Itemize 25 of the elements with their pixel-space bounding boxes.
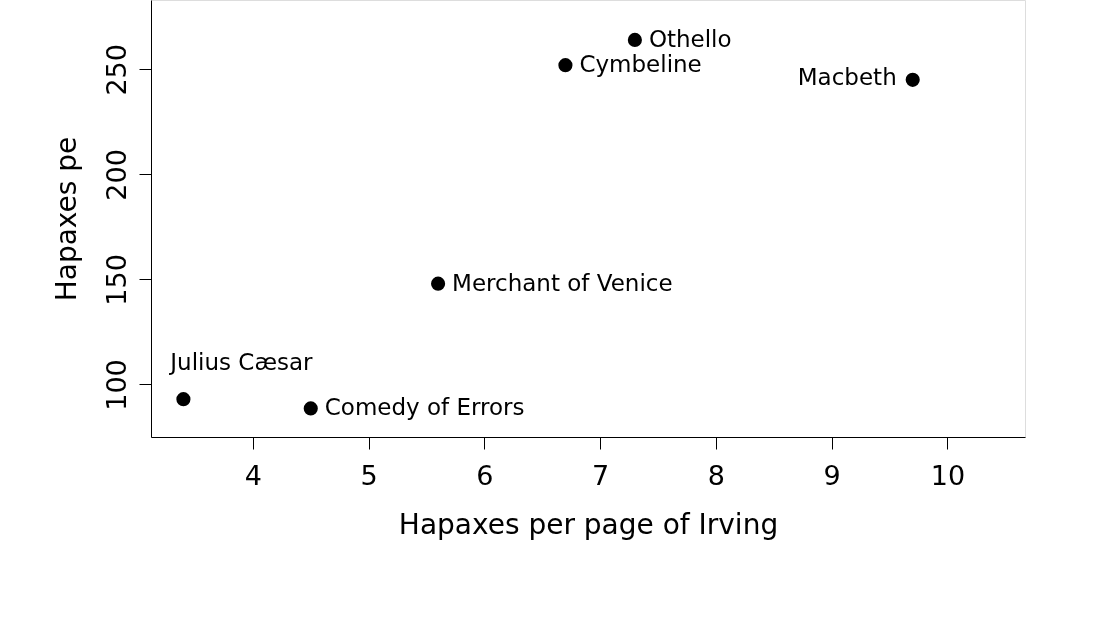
x-tick-label: 6 <box>476 459 494 491</box>
y-axis-title: Hapaxes pe <box>49 136 83 302</box>
annotation: Comedy of Errors <box>324 394 525 421</box>
x-tick-label: 9 <box>823 459 841 491</box>
annotation: Othello <box>648 25 732 52</box>
x-tick-label: 4 <box>244 459 262 491</box>
y-tick-label: 150 <box>100 254 132 306</box>
x-tick-label: 10 <box>930 459 966 491</box>
y-tick-label: 250 <box>100 44 132 96</box>
annotation: Cymbeline <box>579 51 702 78</box>
point <box>905 72 920 87</box>
y-tick-label: 200 <box>100 149 132 201</box>
y-tick-label: 100 <box>100 359 132 411</box>
point <box>558 58 573 73</box>
annotation: Julius Cæsar <box>168 349 314 376</box>
point <box>176 392 191 407</box>
annotation: Merchant of Venice <box>452 269 673 296</box>
annotation: Macbeth <box>797 63 897 90</box>
point <box>431 276 446 291</box>
x-tick-label: 7 <box>592 459 610 491</box>
point <box>303 401 318 416</box>
x-axis-title: Hapaxes per page of Irving <box>398 507 779 541</box>
point <box>627 32 642 47</box>
x-tick-label: 5 <box>360 459 378 491</box>
x-tick-label: 8 <box>707 459 726 491</box>
